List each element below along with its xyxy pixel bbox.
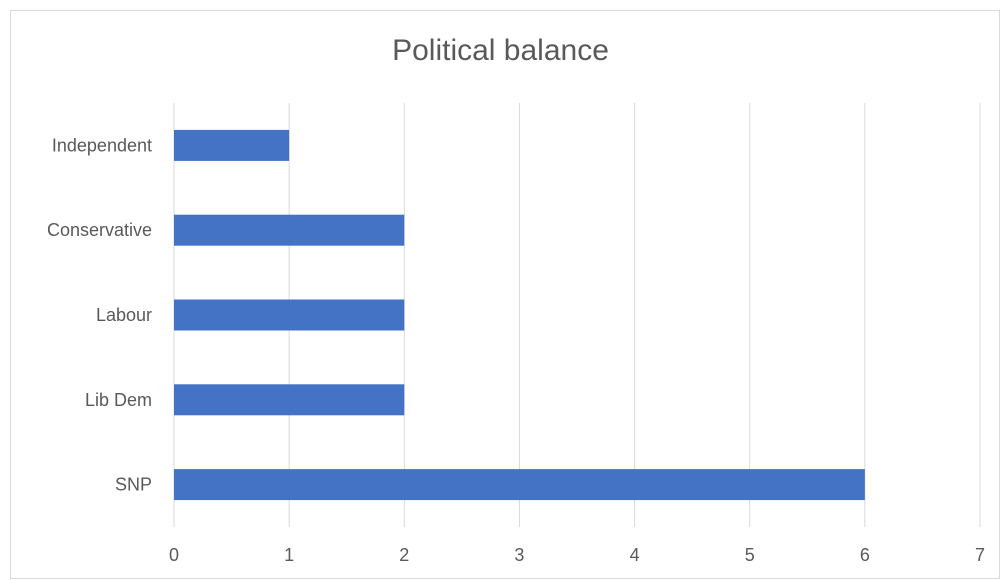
y-category-label: Independent <box>52 135 152 155</box>
chart-title: Political balance <box>392 34 609 67</box>
bar <box>174 299 405 331</box>
x-tick-label: 3 <box>514 545 524 565</box>
x-tick-label: 6 <box>860 545 870 565</box>
bar <box>174 384 405 416</box>
y-category-label: Conservative <box>47 220 152 240</box>
x-tick-label: 2 <box>399 545 409 565</box>
x-tick-label: 0 <box>169 545 179 565</box>
bar <box>174 129 290 161</box>
x-tick-label: 5 <box>745 545 755 565</box>
y-category-label: Labour <box>96 305 152 325</box>
bar <box>174 469 865 501</box>
axes: 0 1 2 3 4 5 6 7 SNP Lib Dem Labour Conservative Inde… <box>47 135 985 565</box>
x-tick-label: 7 <box>975 545 985 565</box>
x-tick-label: 4 <box>630 545 640 565</box>
bar <box>174 214 405 246</box>
x-tick-label: 1 <box>284 545 294 565</box>
y-category-label: SNP <box>115 475 152 495</box>
y-category-label: Lib Dem <box>85 390 152 410</box>
bars <box>174 129 865 501</box>
